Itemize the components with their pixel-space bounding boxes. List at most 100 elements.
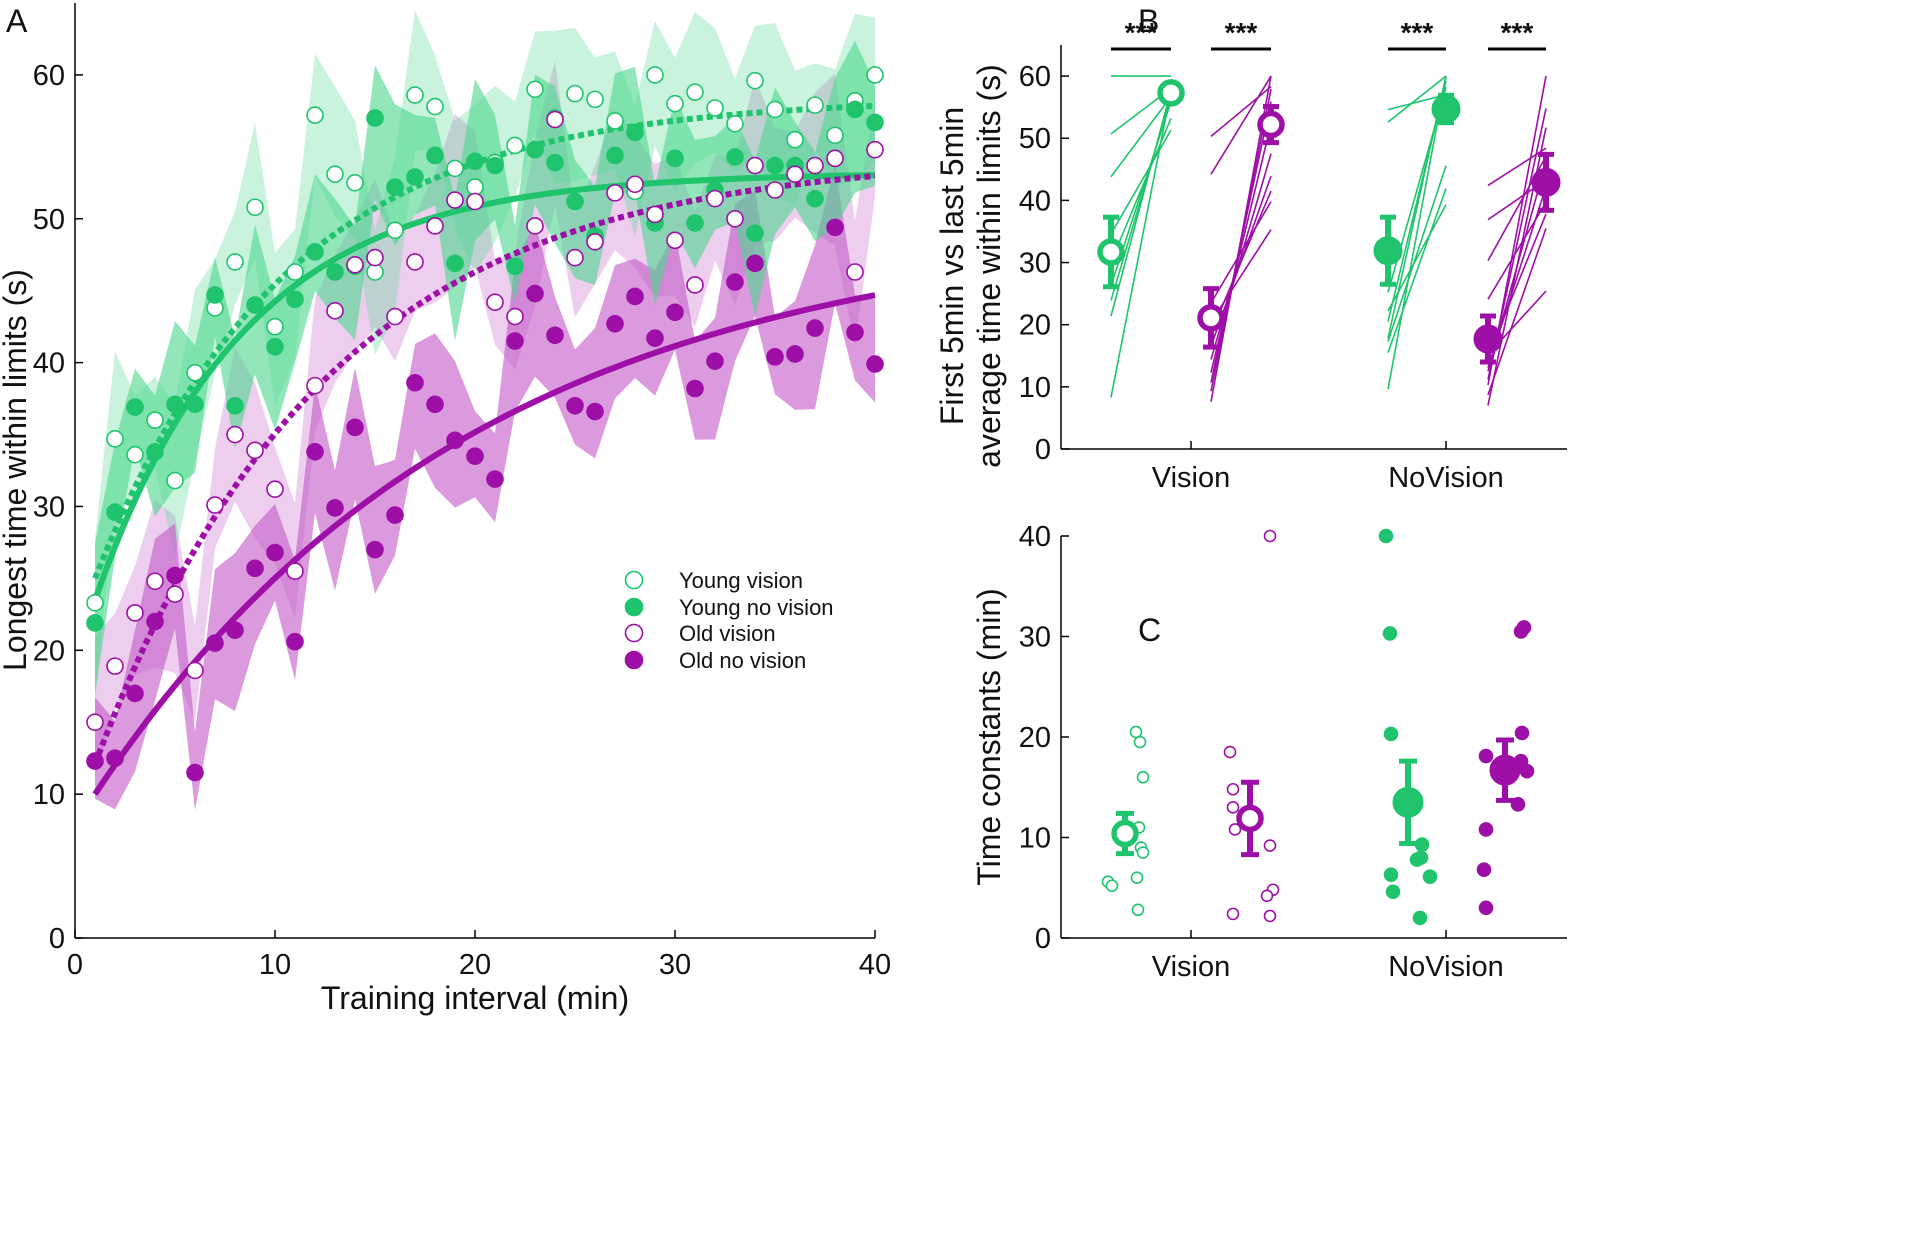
- subject-line-young-vision: [1110, 90, 1172, 317]
- data-point-young-no-vision: [446, 254, 464, 273]
- data-point-young-no-vision: [166, 395, 184, 414]
- category-label-novision: NoVision: [1388, 462, 1504, 494]
- data-point-young-no-vision: [126, 398, 144, 417]
- data-point-old-no-vision: [826, 218, 844, 237]
- subject-line-young-vision: [1110, 129, 1172, 235]
- significance-label: ***: [1225, 17, 1258, 48]
- data-point-old-no-vision: [286, 632, 304, 651]
- data-point-young-no-vision: [566, 192, 584, 211]
- mean-marker-first-old-vision: [1197, 304, 1225, 332]
- data-point-young-no-vision: [466, 152, 484, 171]
- legend-label-old-vision: Old vision: [679, 621, 776, 646]
- panel-b-chart: *** *** *** *** 0 10 20 30 40 50 60 Vision NoVision F…: [934, 17, 1567, 494]
- data-point-young-no-vision: [86, 614, 104, 632]
- data-point-young-vision: [806, 96, 824, 114]
- data-point-old-vision: [526, 217, 544, 235]
- subject-point-young-no-vision: [1378, 528, 1394, 544]
- subject-point-old-vision: [1226, 801, 1240, 814]
- subject-line-young-vision: [1110, 118, 1172, 263]
- subject-line-old-no-vision: [1487, 147, 1547, 187]
- mean-marker-old-vision: [1236, 804, 1264, 833]
- data-point-old-vision: [466, 192, 484, 211]
- data-point-young-vision: [386, 221, 404, 240]
- subject-line-old-vision: [1210, 86, 1272, 137]
- data-point-old-no-vision: [466, 447, 484, 465]
- y-tick-label: 60: [33, 60, 65, 92]
- data-point-old-vision: [346, 255, 364, 274]
- y-tick-label: 10: [1019, 823, 1051, 855]
- subject-point-old-no-vision: [1516, 620, 1532, 635]
- y-tick-label: 10: [1019, 372, 1051, 404]
- subject-point-young-vision: [1130, 871, 1144, 885]
- data-point-old-no-vision: [206, 634, 224, 652]
- data-point-young-vision: [306, 106, 324, 124]
- data-point-young-vision: [566, 84, 584, 103]
- data-point-young-vision: [726, 115, 744, 133]
- y-tick-label: 50: [1019, 123, 1051, 155]
- data-point-young-vision: [86, 594, 104, 612]
- y-axis-title: Longest time within limits (s): [0, 269, 33, 671]
- data-point-old-no-vision: [146, 612, 164, 631]
- subject-point-young-no-vision: [1383, 726, 1399, 742]
- data-point-old-vision: [586, 232, 604, 251]
- data-point-young-no-vision: [746, 224, 764, 242]
- subject-point-old-no-vision: [1476, 862, 1492, 877]
- panel-c-chart: 0 10 20 30 40 Vision NoVision Time constants (m…: [971, 521, 1567, 983]
- data-point-young-no-vision: [226, 396, 244, 415]
- data-point-young-no-vision: [766, 156, 784, 175]
- data-point-young-no-vision: [546, 153, 564, 172]
- data-point-young-no-vision: [426, 146, 444, 165]
- data-point-old-no-vision: [626, 287, 644, 306]
- data-point-old-vision: [286, 562, 304, 580]
- data-point-old-no-vision: [166, 566, 184, 585]
- data-point-old-no-vision: [746, 254, 764, 273]
- subject-point-old-no-vision: [1519, 763, 1535, 779]
- subject-line-young-no-vision: [1387, 188, 1447, 353]
- data-point-young-no-vision: [266, 337, 284, 356]
- y-tick-label: 0: [49, 923, 65, 955]
- subject-line-young-no-vision: [1387, 165, 1447, 342]
- subject-point-old-vision: [1263, 909, 1277, 923]
- data-point-old-no-vision: [406, 373, 424, 392]
- fit-curve-young-no-vision: [92, 172, 876, 602]
- subject-line-old-vision: [1210, 229, 1272, 323]
- data-point-old-no-vision: [786, 345, 804, 363]
- subject-line-old-vision: [1210, 201, 1272, 304]
- data-point-young-no-vision: [206, 286, 224, 304]
- subject-line-old-no-vision: [1487, 228, 1547, 396]
- data-point-young-vision: [586, 90, 604, 109]
- data-point-old-vision: [726, 209, 744, 228]
- data-point-young-no-vision: [306, 243, 324, 261]
- subject-line-old-vision: [1210, 123, 1272, 373]
- data-point-old-vision: [426, 217, 444, 235]
- data-point-old-vision: [666, 231, 684, 250]
- data-point-old-no-vision: [526, 284, 544, 303]
- x-tick-label: 40: [859, 949, 891, 981]
- data-point-old-vision: [146, 572, 164, 591]
- data-point-young-no-vision: [286, 290, 304, 309]
- data-point-young-no-vision: [386, 178, 404, 196]
- data-point-young-vision: [686, 83, 704, 101]
- data-point-old-vision: [186, 661, 204, 680]
- significance-label: ***: [1125, 17, 1158, 48]
- subject-point-old-vision: [1263, 529, 1277, 543]
- data-point-young-no-vision: [146, 442, 164, 461]
- y-tick-label: 30: [1019, 622, 1051, 654]
- data-point-old-vision: [686, 276, 704, 294]
- subject-point-old-vision: [1226, 907, 1240, 921]
- data-point-old-vision: [566, 248, 584, 267]
- data-point-old-no-vision: [646, 329, 664, 347]
- data-point-old-vision: [806, 156, 824, 175]
- data-point-old-no-vision: [326, 499, 344, 517]
- data-point-old-vision: [846, 263, 864, 281]
- data-point-young-no-vision: [406, 168, 424, 186]
- subject-line-young-vision: [1110, 96, 1172, 178]
- subject-point-young-vision: [1136, 846, 1150, 859]
- data-point-young-vision: [186, 363, 204, 382]
- data-point-old-no-vision: [806, 319, 824, 337]
- subject-line-old-vision: [1210, 153, 1272, 360]
- data-point-old-vision: [126, 604, 144, 622]
- y-tick-label: 20: [1019, 310, 1051, 342]
- subject-point-young-vision: [1133, 735, 1147, 749]
- data-point-old-no-vision: [606, 314, 624, 333]
